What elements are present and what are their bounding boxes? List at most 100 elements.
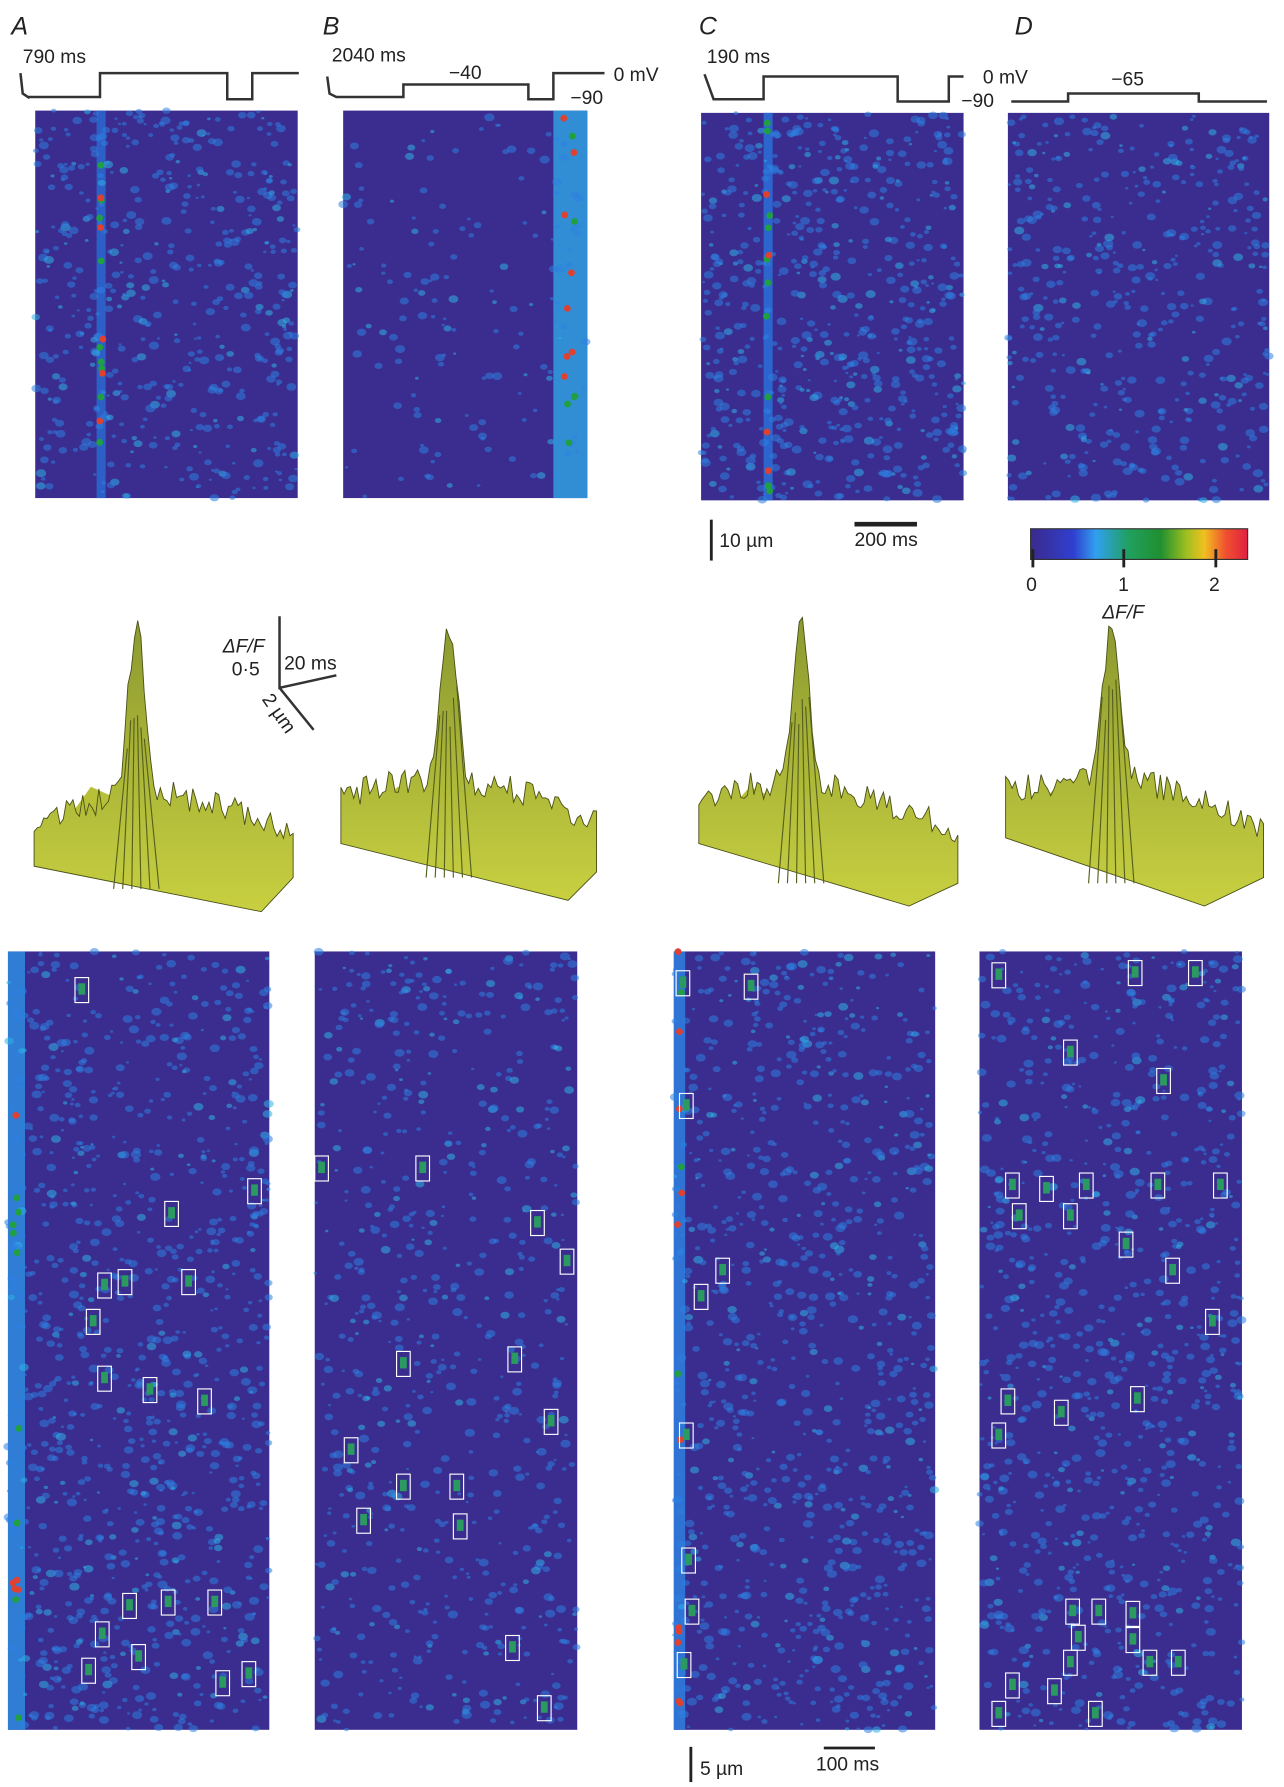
speckle — [724, 1234, 727, 1236]
speckle — [79, 1346, 87, 1352]
speckle — [823, 1504, 833, 1511]
speckle — [674, 1594, 683, 1601]
speckle — [490, 1718, 496, 1723]
speckle — [153, 436, 156, 439]
speckle — [247, 206, 256, 213]
speckle — [1190, 118, 1194, 121]
speckle — [731, 1148, 736, 1152]
speckle — [854, 206, 858, 209]
speckle — [1231, 1294, 1237, 1298]
speckle — [519, 963, 523, 966]
speckle — [286, 240, 290, 243]
speckle — [256, 1341, 260, 1344]
speckle — [156, 1023, 161, 1027]
speckle — [1085, 1728, 1089, 1731]
speckle — [152, 173, 159, 179]
speckle — [1220, 1034, 1227, 1040]
speckle — [779, 1681, 785, 1686]
speckle — [343, 967, 346, 969]
speckle — [802, 480, 812, 488]
speckle — [934, 347, 942, 353]
speckle — [696, 1695, 703, 1701]
speckle — [728, 994, 732, 997]
speckle — [442, 1295, 448, 1300]
speckle — [59, 447, 68, 454]
line-scan-image — [670, 948, 939, 1733]
speckle — [89, 1714, 95, 1719]
spark-green — [685, 1554, 692, 1565]
speckle — [1159, 416, 1165, 421]
speckle — [366, 1073, 376, 1081]
speckle — [196, 1249, 203, 1254]
speckle — [365, 1202, 372, 1208]
speckle — [418, 1656, 422, 1659]
speckle — [489, 1469, 498, 1476]
speckle — [1178, 963, 1181, 966]
speckle — [14, 1291, 23, 1298]
speckle — [462, 1705, 471, 1712]
speckle — [1261, 252, 1269, 258]
speckle — [851, 1023, 860, 1030]
speckle — [924, 1616, 932, 1622]
speckle — [365, 952, 370, 956]
speckle — [411, 1275, 417, 1280]
speckle — [99, 1701, 109, 1709]
speckle — [167, 1276, 176, 1283]
speckle — [104, 1347, 112, 1353]
speckle — [1045, 495, 1051, 500]
speckle — [1019, 1114, 1029, 1122]
speckle — [1180, 1094, 1190, 1101]
speckle — [1018, 1589, 1023, 1593]
speckle — [149, 276, 159, 284]
speckle — [1175, 470, 1182, 476]
speckle — [512, 1388, 522, 1396]
speckle — [713, 1401, 716, 1403]
speckle — [920, 306, 926, 310]
speckle — [225, 1288, 228, 1290]
speckle — [214, 1545, 222, 1551]
speckle — [188, 351, 195, 356]
speckle — [903, 1018, 908, 1022]
speckle — [1100, 441, 1108, 447]
speckle — [53, 246, 59, 250]
speckle — [469, 1216, 476, 1221]
speckle — [149, 1478, 158, 1485]
speckle — [97, 1445, 101, 1448]
speckle — [1007, 496, 1011, 499]
speckle — [680, 1233, 685, 1237]
speckle — [1205, 1106, 1212, 1111]
speckle — [1232, 964, 1239, 969]
speckle — [958, 273, 963, 277]
speckle — [8, 1295, 15, 1300]
speckle — [573, 1644, 581, 1650]
speckle — [196, 166, 204, 172]
speckle — [34, 127, 43, 134]
spark-green — [509, 1641, 516, 1652]
speckle — [780, 495, 787, 500]
speckle — [803, 122, 812, 129]
speckle — [703, 1131, 710, 1137]
speckle — [923, 244, 932, 251]
speckle — [121, 294, 129, 300]
speckle — [205, 1364, 209, 1367]
speckle — [886, 1056, 891, 1060]
speckle — [1152, 181, 1161, 188]
speckle — [146, 1420, 153, 1426]
speckle — [107, 1269, 110, 1271]
speckle — [1148, 277, 1153, 281]
spark-green — [147, 1383, 154, 1394]
speckle — [718, 1565, 723, 1569]
speckle — [1055, 1538, 1058, 1540]
speckle — [805, 117, 808, 119]
speckle — [840, 1120, 845, 1124]
speckle — [844, 397, 849, 401]
speckle — [1203, 981, 1206, 984]
speckle — [893, 1618, 899, 1622]
speckle — [832, 1201, 839, 1206]
speckle — [236, 969, 240, 972]
speckle — [797, 272, 801, 275]
speckle — [1158, 408, 1167, 415]
speckle — [522, 418, 527, 422]
speckle — [112, 1215, 121, 1222]
speckle — [1052, 335, 1059, 341]
